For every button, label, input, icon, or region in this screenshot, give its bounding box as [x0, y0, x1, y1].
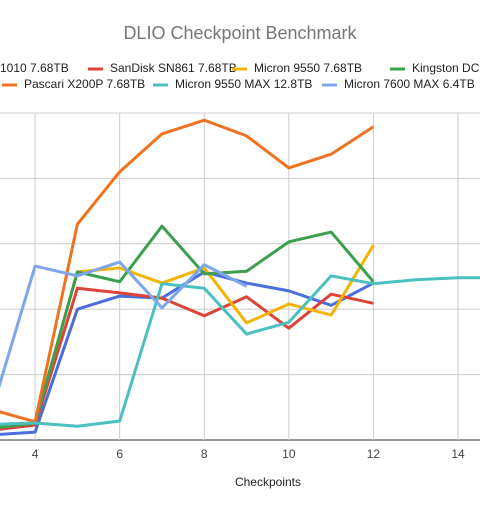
x-tick-label: 14 — [451, 447, 465, 461]
x-tick-label: 12 — [367, 447, 381, 461]
x-tick-label: 8 — [201, 447, 208, 461]
series-line — [0, 118, 375, 424]
legend-label: Micron 9550 MAX 12.8TB — [175, 77, 312, 91]
x-tick-label: 6 — [116, 447, 123, 461]
series-line — [0, 286, 374, 431]
legend-label: Micron 7600 MAX 6.4TB — [344, 77, 475, 91]
legend-label: Pascari X200P 7.68TB — [24, 77, 145, 91]
series-line — [0, 224, 375, 429]
x-tick-label: 10 — [282, 447, 296, 461]
x-axis-label: Checkpoints — [235, 475, 301, 489]
legend-label: Kingston DC — [412, 61, 480, 75]
chart-title: DLIO Checkpoint Benchmark — [123, 23, 357, 43]
x-tick-label: 4 — [32, 447, 39, 461]
series-line — [0, 274, 480, 428]
legend-label: SanDisk SN861 7.68TB — [110, 61, 237, 75]
legend-label: 1010 7.68TB — [0, 61, 69, 75]
series-line — [0, 260, 248, 389]
legend-label: Micron 9550 7.68TB — [254, 61, 362, 75]
